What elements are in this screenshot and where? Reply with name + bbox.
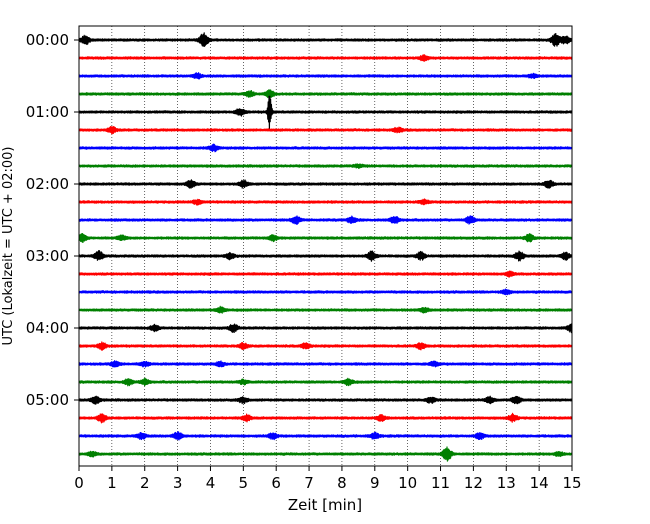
x-tick-label: 12 <box>464 474 483 492</box>
x-tick-label: 13 <box>497 474 516 492</box>
y-tick-label: 01:00 <box>26 103 69 121</box>
trace-layer <box>78 32 573 462</box>
y-tick-label: 00:00 <box>26 31 69 49</box>
trace-line-0300 <box>78 250 573 262</box>
x-tick-label: 15 <box>562 474 581 492</box>
y-tick-label: 04:00 <box>26 319 69 337</box>
trace-line-0515 <box>78 412 573 424</box>
trace-line-0015 <box>78 54 573 62</box>
plot-frame <box>78 25 573 467</box>
y-tick-label: 02:00 <box>26 175 69 193</box>
trace-line-0545 <box>78 446 573 462</box>
x-tick-label: 14 <box>530 474 549 492</box>
x-tick-label: 11 <box>431 474 450 492</box>
x-tick-label: 10 <box>398 474 417 492</box>
tick-layer: 0 1 2 3 4 5 6 7 8 9 10 11 12 13 14 1500:0001:0002:0003:… <box>26 31 582 492</box>
trace-line-0230 <box>78 215 573 225</box>
trace-line-0045 <box>78 89 573 100</box>
trace-line-0130 <box>78 143 573 153</box>
trace-line-0445 <box>78 377 573 387</box>
x-tick-label: 2 <box>140 474 150 492</box>
x-tick-label: 4 <box>206 474 216 492</box>
trace-line-0000 <box>78 32 573 47</box>
y-tick-label: 05:00 <box>26 391 69 409</box>
trace-line-0200 <box>78 179 573 189</box>
trace-line-0345 <box>78 305 573 314</box>
trace-line-0430 <box>78 360 573 368</box>
trace-line-0115 <box>78 125 573 135</box>
x-tick-label: 5 <box>239 474 249 492</box>
trace-line-0100 <box>78 95 573 130</box>
x-tick-label: 6 <box>271 474 281 492</box>
trace-line-0415 <box>78 341 573 351</box>
y-axis-label: UTC (Lokalzeit = UTC + 02:00) <box>1 147 16 346</box>
x-tick-label: 3 <box>173 474 183 492</box>
trace-line-0530 <box>78 431 573 441</box>
trace-line-0500 <box>78 395 573 405</box>
grid-layer <box>111 26 540 466</box>
trace-line-0030 <box>78 72 573 80</box>
trace-line-0215 <box>78 198 573 206</box>
x-tick-label: 1 <box>107 474 117 492</box>
trace-line-0245 <box>78 232 573 243</box>
trace-line-0145 <box>78 163 573 169</box>
trace-line-0400 <box>78 323 573 334</box>
trace-line-0330 <box>78 288 573 296</box>
x-tick-label: 8 <box>337 474 347 492</box>
x-tick-label: 7 <box>304 474 314 492</box>
trace-line-0315 <box>78 270 573 278</box>
y-tick-label: 03:00 <box>26 247 69 265</box>
x-axis-label: Zeit [min] <box>288 496 362 514</box>
x-tick-label: 0 <box>74 474 84 492</box>
x-tick-label: 9 <box>370 474 380 492</box>
